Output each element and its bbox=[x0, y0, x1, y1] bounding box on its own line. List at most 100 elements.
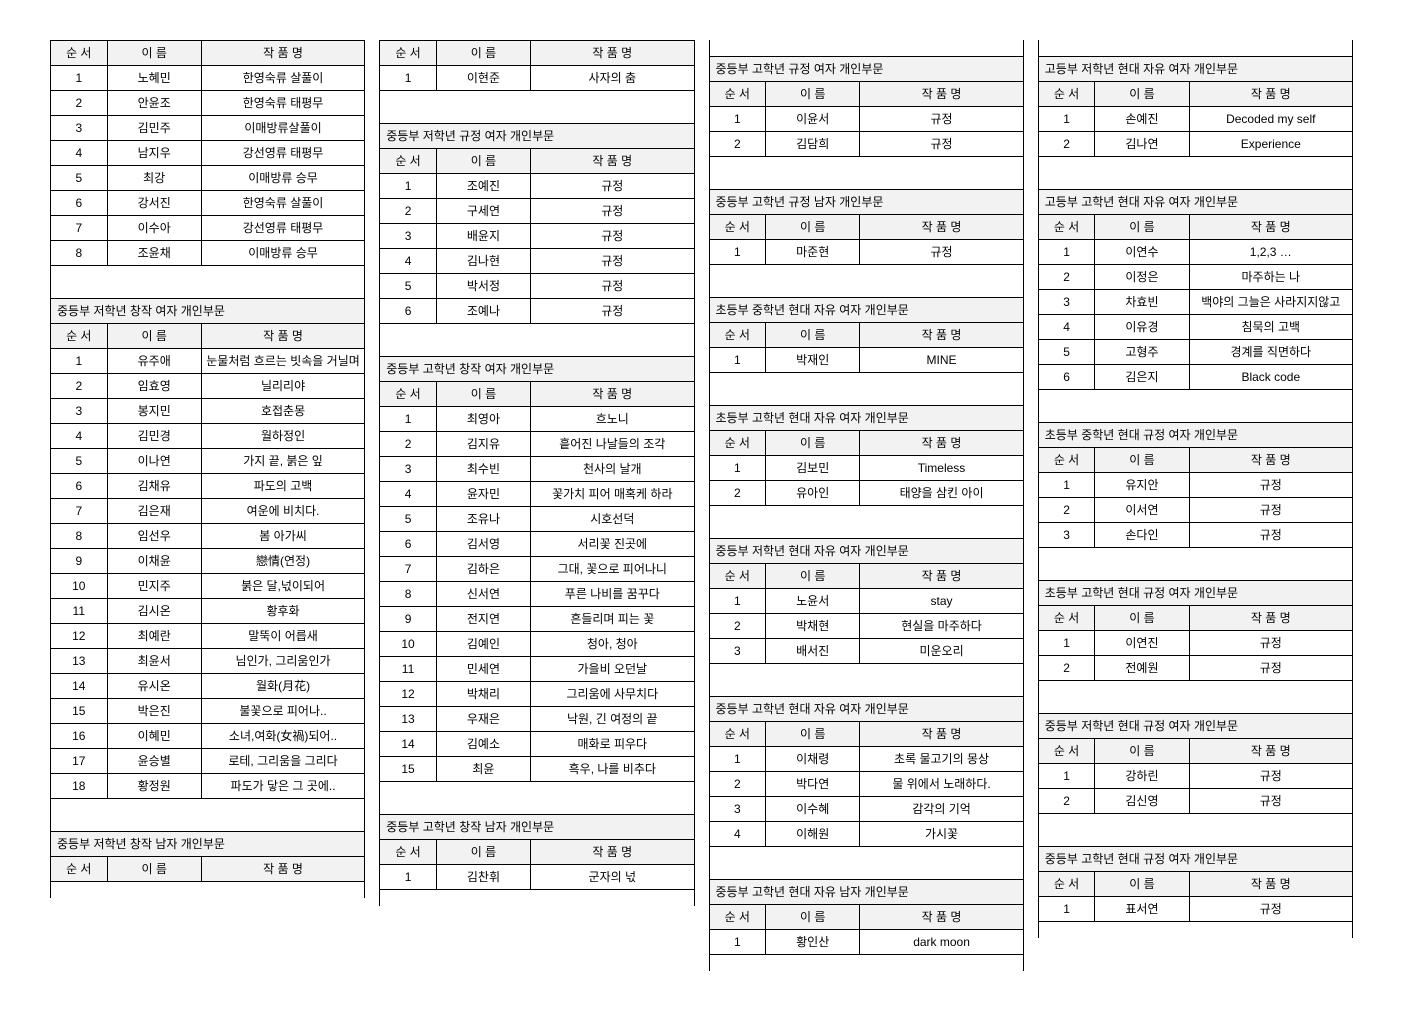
section-title: 중등부 고학년 현대 자유 여자 개인부문 bbox=[709, 697, 1023, 722]
cell-work: 규정 bbox=[1189, 473, 1352, 498]
section-title: 중등부 저학년 현대 자유 여자 개인부문 bbox=[709, 539, 1023, 564]
header-work: 작 품 명 bbox=[860, 215, 1023, 240]
table-row: 4김민경월하정인 bbox=[51, 424, 365, 449]
table-row: 10민지주붉은 달,넋이되어 bbox=[51, 574, 365, 599]
table-row: 2김지유흩어진 나날들의 조각 bbox=[380, 432, 694, 457]
cell-seq: 3 bbox=[709, 797, 766, 822]
section-title: 고등부 저학년 현대 자유 여자 개인부문 bbox=[1038, 57, 1352, 82]
cell-work: 현실을 마주하다 bbox=[860, 614, 1023, 639]
header-work: 작 품 명 bbox=[860, 564, 1023, 589]
cell-seq: 4 bbox=[51, 424, 108, 449]
spacer bbox=[380, 91, 694, 108]
table-row: 3손다인규정 bbox=[1038, 523, 1352, 548]
header-name: 이 름 bbox=[1095, 82, 1189, 107]
spacer bbox=[709, 664, 1023, 681]
spacer bbox=[709, 373, 1023, 390]
cell-name: 봉지민 bbox=[107, 399, 201, 424]
cell-seq: 1 bbox=[709, 107, 766, 132]
spacer bbox=[709, 847, 1023, 864]
spacer bbox=[51, 815, 365, 832]
header-work: 작 품 명 bbox=[1189, 82, 1352, 107]
cell-name: 이정은 bbox=[1095, 265, 1189, 290]
cell-name: 김시온 bbox=[107, 599, 201, 624]
table-row: 4윤자민꽃가치 피어 매혹케 하라 bbox=[380, 482, 694, 507]
cell-work: 규정 bbox=[1189, 897, 1352, 922]
cell-work: 가을비 오던날 bbox=[531, 657, 694, 682]
table-row: 17윤승별로테, 그리움을 그리다 bbox=[51, 749, 365, 774]
cell-seq: 13 bbox=[51, 649, 108, 674]
header-name: 이 름 bbox=[436, 840, 530, 865]
table-row: 1이연수1,2,3 … bbox=[1038, 240, 1352, 265]
spacer bbox=[709, 955, 1023, 972]
cell-seq: 1 bbox=[380, 865, 437, 890]
cell-seq: 1 bbox=[1038, 107, 1095, 132]
spacer bbox=[51, 266, 365, 283]
cell-work: 戀情(연정) bbox=[201, 549, 364, 574]
cell-name: 민세연 bbox=[436, 657, 530, 682]
cell-name: 조윤채 bbox=[107, 241, 201, 266]
header-seq: 순 서 bbox=[1038, 606, 1095, 631]
spacer bbox=[709, 40, 1023, 57]
cell-name: 우재은 bbox=[436, 707, 530, 732]
spacer bbox=[380, 107, 694, 124]
cell-name: 박재인 bbox=[766, 348, 860, 373]
header-seq: 순 서 bbox=[709, 905, 766, 930]
cell-work: 마주하는 나 bbox=[1189, 265, 1352, 290]
cell-name: 이혜민 bbox=[107, 724, 201, 749]
cell-work: 가지 끝, 붉은 잎 bbox=[201, 449, 364, 474]
cell-name: 김찬휘 bbox=[436, 865, 530, 890]
cell-name: 김지유 bbox=[436, 432, 530, 457]
table-row: 1유주애눈물처럼 흐르는 빗속을 거닐며 bbox=[51, 349, 365, 374]
table-row: 1마준현규정 bbox=[709, 240, 1023, 265]
cell-work: 서리꽃 진곳에 bbox=[531, 532, 694, 557]
data-table: 고등부 저학년 현대 자유 여자 개인부문순 서이 름작 품 명1손예진Deco… bbox=[1038, 40, 1353, 938]
header-seq: 순 서 bbox=[380, 382, 437, 407]
cell-seq: 1 bbox=[709, 240, 766, 265]
cell-name: 김예소 bbox=[436, 732, 530, 757]
table-row: 3배윤지규정 bbox=[380, 224, 694, 249]
table-row: 1강하린규정 bbox=[1038, 764, 1352, 789]
spacer bbox=[1038, 922, 1352, 939]
cell-name: 김예인 bbox=[436, 632, 530, 657]
cell-name: 김은재 bbox=[107, 499, 201, 524]
cell-work: 붉은 달,넋이되어 bbox=[201, 574, 364, 599]
table-row: 1김찬휘군자의 넋 bbox=[380, 865, 694, 890]
cell-seq: 5 bbox=[1038, 340, 1095, 365]
header-work: 작 품 명 bbox=[860, 905, 1023, 930]
table-row: 16이혜민소녀,여화(女禍)되어.. bbox=[51, 724, 365, 749]
header-seq: 순 서 bbox=[1038, 82, 1095, 107]
cell-seq: 2 bbox=[709, 132, 766, 157]
table-row: 3최수빈천사의 날개 bbox=[380, 457, 694, 482]
cell-name: 윤승별 bbox=[107, 749, 201, 774]
cell-work: 규정 bbox=[1189, 764, 1352, 789]
cell-work: 흐노니 bbox=[531, 407, 694, 432]
table-row: 1손예진Decoded my self bbox=[1038, 107, 1352, 132]
cell-seq: 14 bbox=[51, 674, 108, 699]
cell-seq: 15 bbox=[380, 757, 437, 782]
cell-work: 그대, 꽃으로 피어나니 bbox=[531, 557, 694, 582]
spacer bbox=[380, 782, 694, 799]
cell-work: 이매방류 승무 bbox=[201, 241, 364, 266]
header-work: 작 품 명 bbox=[201, 324, 364, 349]
cell-name: 김신영 bbox=[1095, 789, 1189, 814]
cell-work: 백야의 그늘은 사라지지않고 bbox=[1189, 290, 1352, 315]
cell-seq: 3 bbox=[380, 224, 437, 249]
cell-name: 이윤서 bbox=[766, 107, 860, 132]
table-row: 8신서연푸른 나비를 꿈꾸다 bbox=[380, 582, 694, 607]
cell-seq: 2 bbox=[51, 374, 108, 399]
cell-work: 흩어진 나날들의 조각 bbox=[531, 432, 694, 457]
header-work: 작 품 명 bbox=[1189, 606, 1352, 631]
cell-work: 월하정인 bbox=[201, 424, 364, 449]
spacer bbox=[709, 506, 1023, 523]
header-work: 작 품 명 bbox=[860, 82, 1023, 107]
cell-work: 규정 bbox=[531, 199, 694, 224]
header-work: 작 품 명 bbox=[860, 431, 1023, 456]
table-row: 5조유나시호선덕 bbox=[380, 507, 694, 532]
cell-work: 초록 물고기의 몽상 bbox=[860, 747, 1023, 772]
table-row: 4이해원가시꽃 bbox=[709, 822, 1023, 847]
section-title: 초등부 고학년 현대 규정 여자 개인부문 bbox=[1038, 581, 1352, 606]
section-title: 중등부 고학년 규정 여자 개인부문 bbox=[709, 57, 1023, 82]
cell-name: 이수아 bbox=[107, 216, 201, 241]
table-row: 1노혜민한영숙류 살풀이 bbox=[51, 66, 365, 91]
table-row: 2유아인태양을 삼킨 아이 bbox=[709, 481, 1023, 506]
